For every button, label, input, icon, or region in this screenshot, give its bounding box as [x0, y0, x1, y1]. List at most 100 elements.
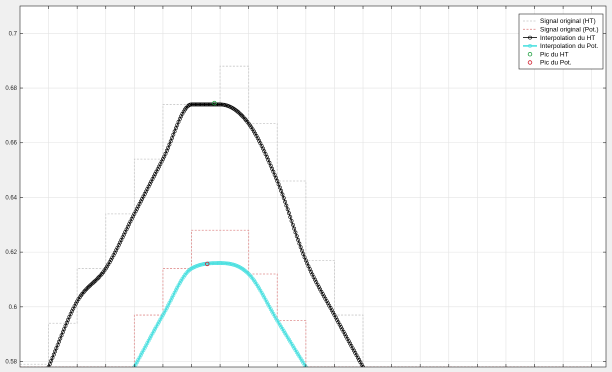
interpolation-point — [298, 245, 303, 250]
legend-swatch-marker — [528, 35, 532, 40]
interpolation-point — [289, 218, 294, 223]
interpolation-point — [210, 261, 215, 266]
legend-swatch-marker — [527, 52, 533, 57]
legend-swatch-marker — [528, 44, 532, 48]
axes: 0.58 0.6 0.62 0.64 0.66 0.68 0.7 — [5, 5, 607, 368]
interpolation-point — [192, 102, 197, 107]
interpolation-point — [271, 169, 276, 174]
interpolation-point — [280, 192, 285, 197]
interpolation-point — [218, 102, 223, 107]
interpolation-point — [293, 230, 298, 235]
interpolation-point — [196, 102, 200, 107]
interpolation-point — [270, 166, 274, 171]
interpolation-point — [215, 261, 220, 265]
interpolation-point — [219, 261, 224, 265]
interpolation-point — [64, 320, 69, 325]
interpolation-point — [275, 179, 280, 183]
interpolation-point — [292, 226, 297, 231]
legend-item-ht-original: Signal original (HT) — [523, 18, 596, 25]
interpolation-point — [60, 330, 65, 335]
interpolation-point — [59, 333, 64, 338]
interpolation-point — [285, 207, 290, 212]
legend-item-ht-interpolation: Interpolation du HT — [523, 35, 595, 42]
interpolation-point — [211, 261, 216, 266]
interpolation-point — [47, 362, 52, 366]
interpolation-point — [202, 102, 207, 107]
interpolation-point — [287, 211, 291, 216]
ht-interpolation-series — [46, 102, 365, 367]
interpolation-point — [222, 261, 226, 266]
interpolation-point — [170, 136, 174, 140]
interpolation-point — [53, 349, 57, 354]
interpolation-point — [303, 258, 308, 263]
interpolation-point — [207, 102, 212, 107]
interpolation-point — [198, 102, 203, 107]
interpolation-point — [55, 343, 60, 347]
pot-peak-marker — [205, 261, 210, 267]
interpolation-point — [200, 102, 204, 107]
interpolation-point — [216, 261, 221, 265]
y-tick-label: 0.66 — [5, 141, 17, 147]
legend-box — [518, 13, 604, 70]
stairs-line — [20, 65, 592, 367]
interpolation-point — [57, 339, 61, 344]
interpolation-point — [189, 102, 194, 107]
interpolation-point — [63, 323, 68, 328]
ht-peak-marker — [212, 100, 217, 106]
interpolation-point — [300, 248, 304, 253]
interpolation-point — [276, 182, 281, 187]
interpolation-point — [203, 102, 208, 107]
series-clip-group — [20, 65, 592, 367]
interpolation-point — [54, 346, 59, 351]
y-tick-label: 0.58 — [5, 360, 17, 366]
interpolation-point — [272, 172, 277, 177]
interpolation-point — [290, 222, 295, 227]
legend-item-pot-peak: Pic du Pot. — [527, 60, 572, 67]
stairs-line — [20, 229, 592, 367]
legend-item-pot-original: Signal original (Pot.) — [523, 27, 599, 34]
legend-label: Signal original (HT) — [540, 18, 596, 25]
peak-marker — [212, 100, 217, 106]
pot-original-series — [20, 229, 592, 367]
interpolation-point — [281, 196, 286, 200]
legend-label: Interpolation du HT — [540, 35, 595, 42]
legend-label: Interpolation du Pot. — [540, 43, 598, 50]
interpolation-point — [225, 261, 230, 266]
interpolation-point — [194, 102, 199, 107]
interpolation-point — [268, 163, 273, 168]
interpolation-point — [201, 102, 206, 107]
y-tick-label: 0.7 — [9, 31, 18, 37]
legend-item-pot-interpolation: Interpolation du Pot. — [523, 43, 598, 50]
interpolation-point — [216, 102, 221, 107]
interpolation-point — [58, 336, 63, 341]
interpolation-point — [277, 185, 282, 190]
y-tick-label: 0.62 — [5, 250, 17, 256]
ht-original-series — [20, 65, 592, 367]
peak-marker — [205, 261, 210, 267]
interpolation-point — [297, 241, 302, 246]
legend-swatch-marker — [527, 60, 533, 65]
interpolation-point — [283, 199, 287, 204]
interpolation-point — [294, 234, 299, 239]
interpolation-point — [301, 252, 306, 256]
interpolation-point — [206, 102, 211, 107]
interpolation-point — [288, 215, 293, 219]
interpolation-point — [218, 261, 223, 265]
axes-box — [19, 5, 607, 368]
interpolation-point — [284, 203, 289, 208]
plot-series — [20, 65, 592, 367]
interpolation-point — [193, 102, 198, 107]
y-tick-label: 0.64 — [5, 195, 17, 201]
interpolation-point — [190, 102, 195, 107]
pot-interpolation-series — [132, 261, 308, 367]
interpolation-point — [164, 148, 169, 153]
interpolation-point — [51, 352, 56, 357]
interpolation-point — [223, 261, 228, 266]
interpolation-point — [212, 261, 217, 266]
interpolation-point — [62, 327, 67, 331]
legend-label: Pic du Pot. — [540, 60, 572, 67]
plot-area — [20, 6, 606, 367]
interpolation-point — [174, 126, 178, 131]
interpolation-point — [50, 355, 55, 360]
